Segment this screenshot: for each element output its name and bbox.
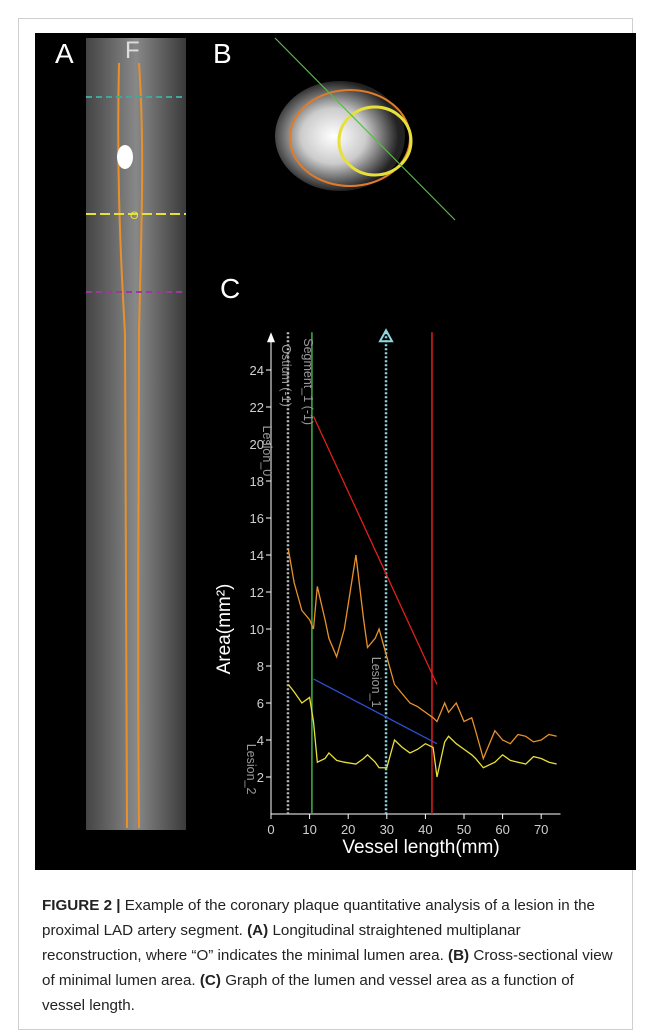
y-tick-label: 22 [250, 400, 264, 415]
page: A F O B C 246810121416182022240102030405… [0, 0, 652, 1035]
caption-label: (C) [200, 972, 221, 989]
annotation: Lesion_2 [244, 744, 258, 795]
y-tick-label: 8 [257, 659, 264, 674]
annotation: Lesion_0 [260, 426, 274, 477]
y-tick-label: 16 [250, 511, 264, 526]
y-tick-label: 6 [257, 696, 264, 711]
caption-label: (B) [448, 947, 469, 964]
panel-label: C [220, 273, 240, 304]
x-tick-label: 30 [380, 822, 394, 837]
vessel-label: F [125, 37, 140, 64]
x-axis-label: Vessel length(mm) [342, 837, 499, 858]
caption-label: (A) [247, 922, 268, 939]
panel-label: A [55, 38, 74, 69]
x-tick-label: 0 [267, 822, 274, 837]
vessel-label: O [130, 210, 139, 222]
x-tick-label: 70 [534, 822, 548, 837]
x-tick-label: 50 [457, 822, 471, 837]
y-axis-label: Area(mm²) [214, 584, 235, 675]
caption-label: FIGURE 2 | [42, 897, 121, 914]
vessel-image [86, 38, 186, 830]
x-tick-label: 20 [341, 822, 355, 837]
y-tick-label: 10 [250, 622, 264, 637]
x-tick-label: 40 [418, 822, 432, 837]
annotation: Ostium (-1) [279, 344, 293, 407]
x-tick-label: 10 [302, 822, 316, 837]
y-tick-label: 14 [250, 548, 264, 563]
calcification [117, 145, 133, 169]
annotation: Lesion_1 [369, 657, 383, 708]
y-tick-label: 12 [250, 585, 264, 600]
panel-label: B [213, 38, 232, 69]
x-tick-label: 60 [495, 822, 509, 837]
caption: FIGURE 2 | Example of the coronary plaqu… [42, 893, 617, 1018]
y-tick-label: 18 [250, 474, 264, 489]
annotation: Segment_1 (-1) [301, 338, 315, 425]
y-tick-label: 24 [250, 363, 264, 378]
